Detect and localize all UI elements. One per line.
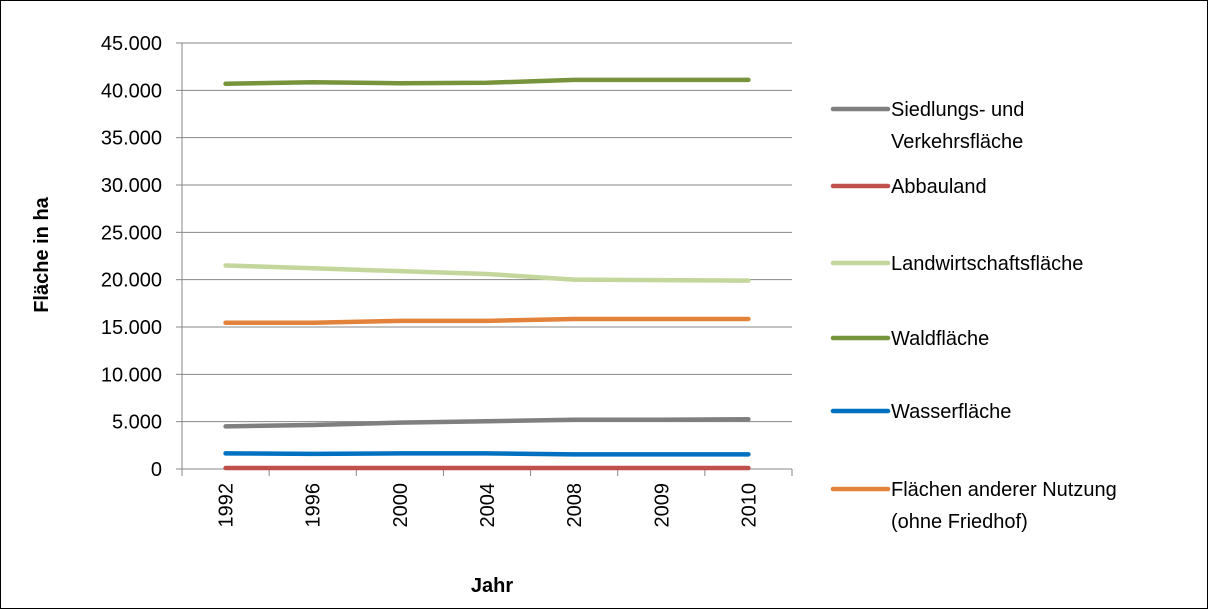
x-tick-label: 2010 (738, 483, 760, 528)
series-line (223, 77, 751, 86)
series-line (223, 451, 751, 457)
data-series (223, 77, 751, 471)
legend-item: Flächen anderer Nutzung (ohne Friedhof) (830, 479, 1117, 533)
x-tick-label: 2000 (390, 483, 412, 528)
legend-label: Flächen anderer Nutzung (ohne Friedhof) (891, 479, 1117, 533)
series-line (223, 263, 751, 283)
y-tick-label: 5.000 (112, 412, 162, 434)
y-tick-label: 45.000 (101, 33, 162, 55)
legend-label: Siedlungs- und Verkehrsfläche (891, 99, 1024, 153)
gridlines (182, 42, 792, 423)
legend-item: Siedlungs- und Verkehrsfläche (830, 99, 1024, 153)
legend-item: Abbauland (830, 176, 987, 198)
y-tick-label: 10.000 (101, 364, 162, 386)
y-tick-label: 25.000 (101, 222, 162, 244)
legend-label: Abbauland (891, 176, 987, 198)
y-tick-label: 40.000 (101, 80, 162, 102)
y-tick-label: 35.000 (101, 128, 162, 150)
y-tick-label: 15.000 (101, 317, 162, 339)
x-axis-tick-labels: 1992 1996 2000 2004 2008 2009 2010 (216, 483, 761, 528)
legend-item: Wasserfläche (830, 401, 1011, 423)
y-tick-label: 30.000 (101, 175, 162, 197)
legend-label: Landwirtschaftsfläche (891, 253, 1083, 275)
axes (176, 42, 793, 476)
x-axis-title: Jahr (471, 575, 513, 597)
legend-label: Wasserfläche (891, 401, 1011, 423)
legend: Siedlungs- und Verkehrsfläche Abbauland Lan… (830, 99, 1117, 533)
x-tick-label: 2008 (564, 483, 586, 528)
x-tick-label: 1992 (216, 483, 238, 528)
series-line (223, 316, 751, 325)
y-axis-tick-labels: 0 5.000 10.000 15.000 20.000 25.000 30.000 35.0… (101, 33, 162, 481)
y-tick-label: 20.000 (101, 270, 162, 292)
legend-item: Waldfläche (830, 328, 989, 350)
x-tick-label: 2009 (651, 483, 673, 528)
series-line (223, 417, 751, 429)
legend-label: Waldfläche (891, 328, 989, 350)
x-tick-label: 1996 (303, 483, 325, 528)
y-tick-label: 0 (151, 459, 162, 481)
legend-item: Landwirtschaftsfläche (830, 253, 1083, 275)
x-tick-label: 2004 (477, 483, 499, 528)
y-axis-title: Fläche in ha (31, 196, 53, 312)
